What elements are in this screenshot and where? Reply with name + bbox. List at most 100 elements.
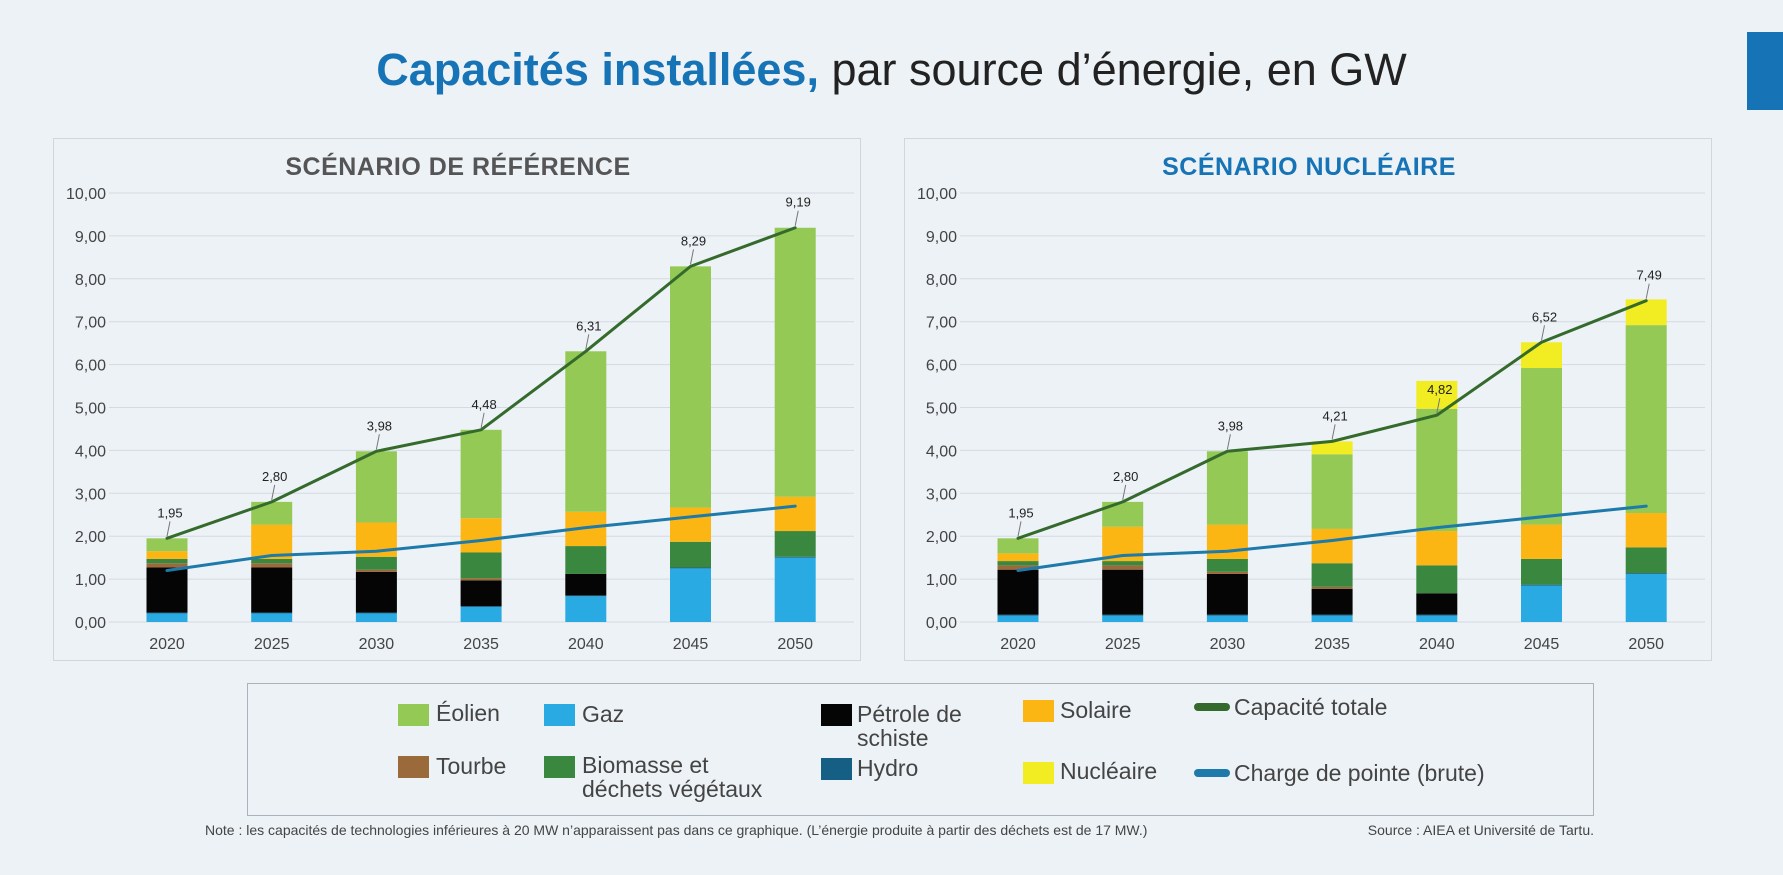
ref-bar-petrole xyxy=(460,580,502,607)
legend-label-tourbe: Tourbe xyxy=(436,753,507,779)
nuc-bar-petrole xyxy=(1416,593,1458,615)
ref-y-tick: 9,00 xyxy=(75,229,106,246)
ref-bar-petrole xyxy=(146,567,188,613)
legend-line-charge-pointe xyxy=(1194,769,1230,777)
legend-swatch-nucleaire xyxy=(1023,762,1054,784)
source-credit: Source : AIEA et Université de Tartu. xyxy=(1367,822,1594,838)
ref-label-leader xyxy=(375,434,380,450)
nuc-x-tick: 2030 xyxy=(1210,636,1246,653)
nuc-bar-gaz xyxy=(1102,615,1144,622)
ref-x-tick: 2040 xyxy=(568,636,604,653)
chart-panel-nuclear: SCÉNARIO NUCLÉAIRE 0,00 1,00 2,00 3,00 4,00 5,… xyxy=(904,138,1712,661)
nuc-label-leader xyxy=(1122,484,1127,500)
nuc-label-leader xyxy=(1541,325,1545,341)
corner-accent-tab xyxy=(1747,32,1783,110)
nuc-y-tick: 9,00 xyxy=(926,229,957,246)
nuc-line-charge_pointe xyxy=(1016,504,1648,573)
nuc-y-tick: 5,00 xyxy=(926,401,957,418)
nuc-x-tick: 2020 xyxy=(1000,636,1036,653)
nuc-bar-biomasse xyxy=(1416,565,1458,594)
chart-reference: SCÉNARIO DE RÉFÉRENCE 0,00 1,00 2,00 3,00 4,0… xyxy=(66,152,854,653)
ref-label-leader xyxy=(166,521,171,537)
nuc-x-tick: 2050 xyxy=(1628,636,1664,653)
nuc-bar-eolien xyxy=(1521,368,1562,525)
ref-bar-eolien xyxy=(251,501,293,525)
nuc-bar-gaz xyxy=(1206,615,1248,622)
nuc-label-leader xyxy=(1017,521,1022,537)
ref-data-label: 4,48 xyxy=(471,397,496,412)
nuc-bar-gaz xyxy=(1521,585,1562,622)
nuc-bar-gaz xyxy=(1416,615,1458,622)
ref-bar-hydro xyxy=(146,612,188,614)
chart-panel-reference: SCÉNARIO DE RÉFÉRENCE 0,00 1,00 2,00 3,00 4,0… xyxy=(53,138,861,661)
nuc-bar-eolien xyxy=(1206,451,1248,525)
legend-label-petrole-1: Pétrole de xyxy=(857,701,962,727)
nuc-y-tick: 2,00 xyxy=(926,529,957,546)
ref-x-tick: 2045 xyxy=(673,636,709,653)
ref-bar-biomasse xyxy=(251,558,293,564)
nuc-bar-biomasse xyxy=(1206,558,1248,572)
legend-label-capacite-totale: Capacité totale xyxy=(1234,694,1388,720)
ref-bar-biomasse xyxy=(774,531,816,557)
nuc-y-tick: 3,00 xyxy=(926,486,957,503)
nuc-y-tick: 10,00 xyxy=(917,186,957,203)
legend-label-nucleaire: Nucléaire xyxy=(1060,758,1158,784)
ref-bar-biomasse xyxy=(670,541,711,568)
nuc-bar-solaire xyxy=(1416,531,1458,566)
nuc-bar-hydro xyxy=(1521,584,1562,586)
ref-bar-eolien xyxy=(355,451,397,523)
ref-x-tick: 2050 xyxy=(777,636,813,653)
ref-bar-solaire xyxy=(146,551,188,559)
legend-swatch-eolien xyxy=(398,704,429,726)
nuc-bar-gaz xyxy=(1625,573,1667,622)
nuc-label-leader xyxy=(1436,398,1441,414)
nuc-data-label: 4,82 xyxy=(1427,382,1452,397)
ref-x-tick: 2025 xyxy=(254,636,290,653)
legend-label-biomasse-2: déchets végétaux xyxy=(582,776,763,802)
nuc-bar-tourbe xyxy=(1102,565,1144,570)
nuc-bar-gaz xyxy=(1311,615,1353,622)
nuc-bar-eolien xyxy=(1625,325,1667,514)
nuc-bar-nucleaire xyxy=(1521,342,1562,369)
title-highlight: Capacités installées, xyxy=(376,44,819,95)
nuc-bar-hydro xyxy=(1206,614,1248,616)
legend-swatch-solaire xyxy=(1023,700,1054,722)
nuc-x-tick: 2040 xyxy=(1419,636,1455,653)
nuc-bar-biomasse xyxy=(1521,558,1562,585)
ref-y-tick: 3,00 xyxy=(75,486,106,503)
title-rest: par source d’énergie, en GW xyxy=(818,44,1407,95)
nuc-bar-solaire xyxy=(1521,524,1562,559)
ref-y-tick: 5,00 xyxy=(75,401,106,418)
ref-bar-petrole xyxy=(251,567,293,613)
legend-label-petrole-2: schiste xyxy=(857,725,929,751)
ref-x-tick: 2035 xyxy=(463,636,499,653)
ref-data-label: 8,29 xyxy=(681,233,706,248)
nuc-x-tick: 2045 xyxy=(1524,636,1560,653)
chart-nuclear: SCÉNARIO NUCLÉAIRE 0,00 1,00 2,00 3,00 4,00 5,… xyxy=(917,152,1705,653)
nuc-y-tick: 1,00 xyxy=(926,572,957,589)
ref-y-tick: 1,00 xyxy=(75,572,106,589)
nuc-data-label: 6,52 xyxy=(1532,309,1557,324)
ref-bar-eolien xyxy=(774,227,816,497)
nuc-bar-solaire xyxy=(1311,528,1353,564)
ref-data-label: 9,19 xyxy=(786,195,811,210)
footnote: Note : les capacités de technologies inf… xyxy=(205,822,1148,838)
legend-swatch-gaz xyxy=(544,704,575,726)
ref-y-tick: 6,00 xyxy=(75,358,106,375)
nuc-bar-biomasse xyxy=(1311,563,1353,587)
ref-bar-petrole xyxy=(355,571,397,613)
ref-bar-hydro xyxy=(251,612,293,614)
ref-bar-biomasse xyxy=(146,558,188,564)
nuc-bar-hydro xyxy=(1311,614,1353,616)
ref-data-label: 2,80 xyxy=(262,469,287,484)
nuc-bar-tourbe xyxy=(1206,571,1248,574)
nuc-bar-solaire xyxy=(1625,513,1667,548)
ref-y-tick: 4,00 xyxy=(75,443,106,460)
legend-swatch-biomasse xyxy=(544,756,575,778)
ref-y-tick: 2,00 xyxy=(75,529,106,546)
nuc-bar-petrole xyxy=(997,569,1039,615)
nuc-bar-eolien xyxy=(1416,408,1458,532)
ref-data-label: 6,31 xyxy=(576,318,601,333)
legend-label-eolien: Éolien xyxy=(436,700,500,726)
ref-line-charge_pointe xyxy=(165,504,797,573)
